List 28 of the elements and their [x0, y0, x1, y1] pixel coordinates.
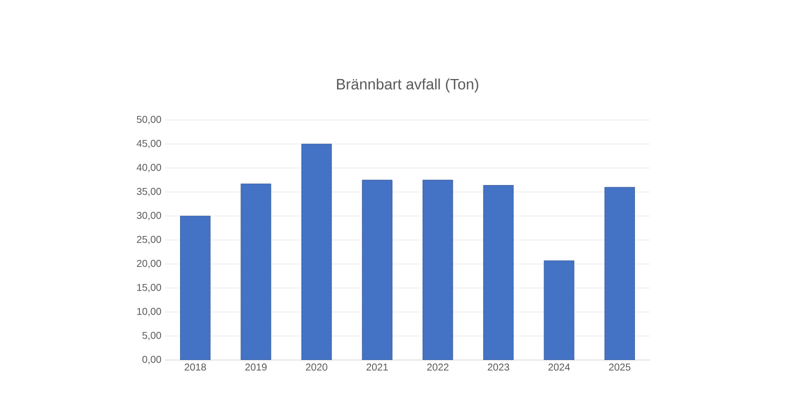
y-tick-label: 0,00 [142, 356, 162, 364]
x-tick-label: 2023 [488, 364, 510, 371]
bar [544, 260, 574, 360]
bar [604, 187, 635, 360]
x-tick-label: 2021 [366, 364, 388, 371]
y-tick-label: 15,00 [137, 284, 162, 292]
y-tick-label: 10,00 [137, 308, 162, 316]
y-tick-label: 25,00 [136, 236, 162, 244]
bar [483, 185, 514, 360]
x-tick-label: 2020 [306, 364, 328, 371]
bar [362, 180, 392, 360]
y-tick-label: 40,00 [136, 164, 162, 172]
bar [301, 144, 332, 360]
y-tick-label: 45,00 [136, 140, 162, 148]
y-tick-label: 20,00 [136, 260, 162, 268]
bar [180, 216, 211, 360]
y-tick-label: 50,00 [136, 116, 162, 124]
chart-title: Brännbart avfall (Ton) [337, 78, 478, 92]
x-tick-label: 2022 [427, 364, 448, 371]
y-tick-label: 30,00 [136, 212, 162, 220]
bar [422, 180, 454, 360]
x-tick-label: 2019 [245, 364, 267, 371]
x-tick-label: 2018 [184, 364, 206, 371]
y-tick-label: 5,00 [142, 332, 162, 340]
y-tick-label: 35,00 [136, 188, 162, 196]
bar [240, 184, 272, 360]
x-tick-label: 2025 [609, 364, 630, 371]
x-tick-label: 2024 [548, 364, 570, 371]
